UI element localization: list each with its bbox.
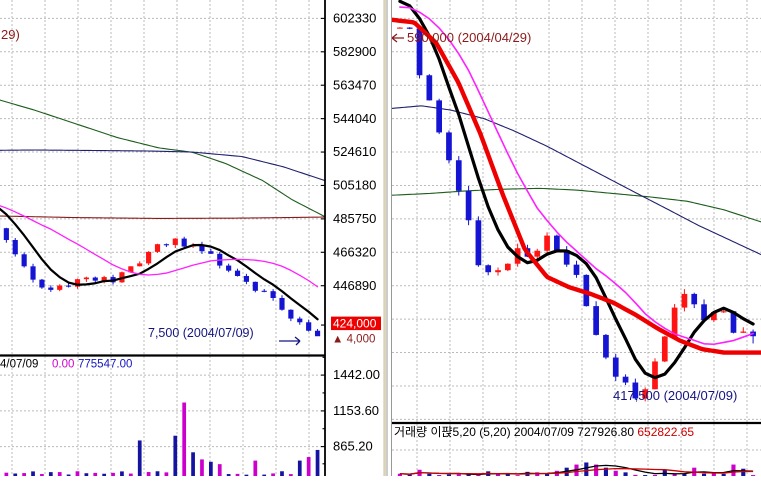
- svg-text:602330: 602330: [333, 11, 376, 26]
- svg-text:1153.60: 1153.60: [333, 403, 379, 418]
- svg-text:4/07/09: 4/07/09: [0, 359, 38, 371]
- svg-text:거래량 이퍉5,20 (5,20) 2004/07/09 7: 거래량 이퍉5,20 (5,20) 2004/07/09 727926.80 6…: [394, 425, 694, 439]
- svg-text:505180: 505180: [333, 178, 376, 193]
- svg-text:865.20: 865.20: [333, 439, 373, 454]
- svg-text:446890: 446890: [333, 278, 376, 293]
- svg-text:544040: 544040: [333, 111, 376, 126]
- svg-text:417,500 (2004/07/09): 417,500 (2004/07/09): [613, 388, 737, 403]
- svg-text:524610: 524610: [333, 144, 376, 159]
- svg-text:▲ 4,000: ▲ 4,000: [332, 334, 375, 346]
- svg-text:563470: 563470: [333, 77, 376, 92]
- svg-text:466320: 466320: [333, 245, 376, 260]
- svg-text:775547.00: 775547.00: [78, 359, 132, 371]
- svg-text:1442.00: 1442.00: [333, 367, 380, 382]
- svg-text:29): 29): [1, 27, 20, 42]
- svg-text:582900: 582900: [333, 44, 376, 59]
- svg-text:590,000 (2004/04/29): 590,000 (2004/04/29): [407, 30, 531, 45]
- svg-text:7,500 (2004/07/09): 7,500 (2004/07/09): [148, 326, 254, 340]
- svg-text:424,000: 424,000: [333, 317, 377, 331]
- svg-text:0.00: 0.00: [52, 359, 74, 371]
- svg-text:485750: 485750: [333, 211, 376, 226]
